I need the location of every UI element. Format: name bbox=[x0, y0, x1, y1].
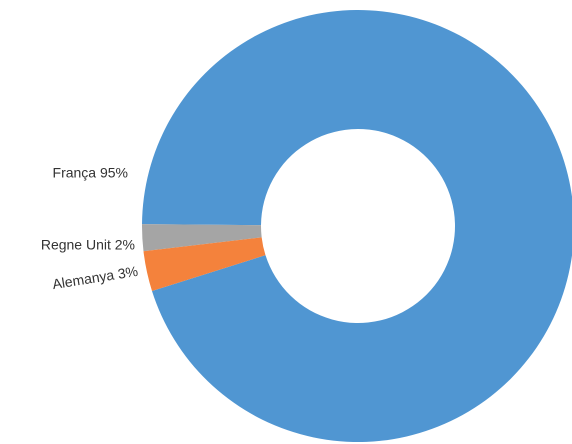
donut-slice bbox=[142, 224, 262, 252]
slice-label: Alemanya 3% bbox=[51, 263, 139, 292]
donut-slice bbox=[142, 10, 572, 442]
donut-slice bbox=[143, 237, 266, 291]
slice-label: Regne Unit 2% bbox=[41, 237, 135, 253]
slice-label: França 95% bbox=[53, 165, 128, 181]
